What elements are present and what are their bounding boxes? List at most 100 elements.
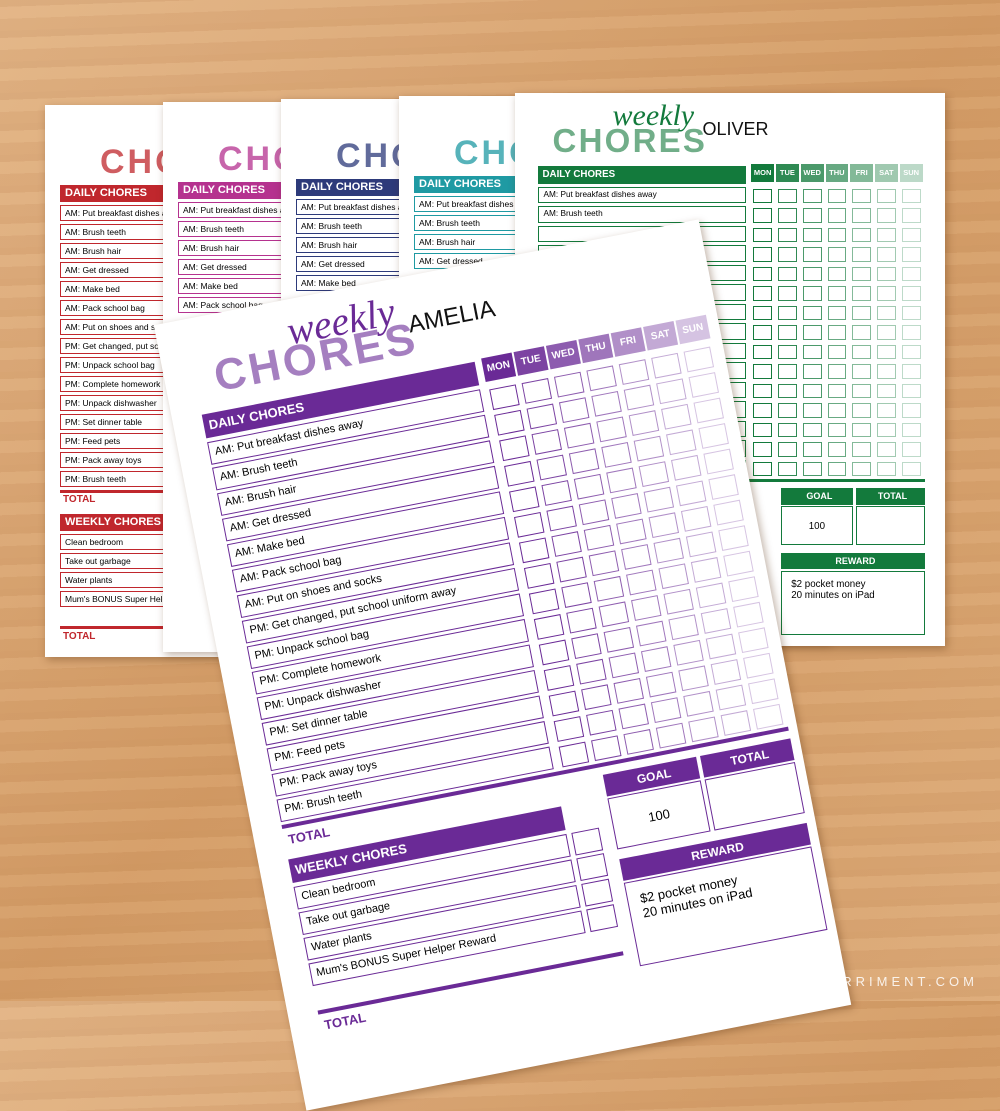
- check-box: [778, 208, 797, 223]
- total-label: TOTAL: [286, 824, 332, 847]
- check-box: [753, 266, 772, 282]
- check-box: [802, 442, 822, 457]
- check-box: [802, 208, 822, 223]
- check-box: [852, 208, 871, 223]
- check-box: [651, 352, 682, 379]
- check-box: [901, 247, 921, 262]
- check-box: [596, 416, 627, 443]
- child-name: OLIVER: [702, 119, 769, 140]
- check-box: [551, 531, 582, 557]
- check-box: [778, 383, 797, 399]
- reward-header: REWARD: [781, 552, 925, 570]
- check-box: [623, 384, 655, 411]
- check-box: [531, 429, 563, 455]
- check-box: [753, 422, 772, 438]
- check-box: [753, 703, 784, 730]
- check-box: [688, 372, 720, 398]
- check-box: [901, 344, 921, 360]
- check-box: [852, 247, 871, 262]
- check-box: [643, 486, 675, 513]
- check-box: [901, 383, 921, 399]
- check-box: [877, 325, 896, 340]
- check-box: [852, 461, 871, 477]
- total-label: TOTAL: [63, 631, 96, 642]
- check-box: [852, 266, 871, 282]
- check-box: [568, 448, 600, 475]
- check-box: [586, 904, 619, 933]
- section-header: DAILY CHORES: [537, 165, 746, 184]
- check-box: [621, 544, 652, 570]
- total-label: TOTAL: [63, 494, 96, 505]
- child-name: AMELIA: [405, 295, 498, 339]
- day-header: FRI: [850, 164, 873, 183]
- check-box: [778, 364, 797, 379]
- check-box: [640, 646, 672, 672]
- check-box: [601, 442, 632, 468]
- check-box: [705, 633, 737, 660]
- check-box: [753, 208, 772, 223]
- check-box: [623, 729, 654, 755]
- day-header: WED: [545, 339, 581, 370]
- check-box: [753, 188, 772, 204]
- check-box: [827, 227, 847, 243]
- check-box: [852, 227, 871, 243]
- check-box: [748, 678, 779, 705]
- check-box: [802, 344, 822, 360]
- check-box: [802, 383, 822, 399]
- check-box: [655, 722, 687, 749]
- check-box: [586, 709, 617, 736]
- check-box: [650, 697, 682, 723]
- check-box: [901, 188, 921, 204]
- check-box: [638, 461, 670, 487]
- check-box: [778, 344, 797, 360]
- check-box: [536, 454, 567, 481]
- day-header: SUN: [675, 314, 711, 345]
- check-box: [618, 703, 649, 730]
- check-box: [827, 305, 847, 321]
- check-box: [578, 499, 610, 526]
- day-header: SUN: [899, 164, 923, 183]
- check-box: [753, 247, 772, 262]
- check-box: [526, 403, 558, 430]
- check-box: [538, 639, 570, 666]
- check-box: [543, 665, 575, 691]
- check-box: [616, 518, 647, 545]
- check-box: [778, 305, 797, 321]
- check-box: [778, 227, 797, 243]
- check-box: [708, 474, 739, 500]
- check-box: [753, 442, 772, 457]
- check-box: [877, 286, 896, 301]
- check-box: [738, 627, 769, 654]
- check-box: [827, 403, 847, 418]
- check-box: [827, 383, 847, 399]
- check-box: [877, 305, 896, 321]
- check-box: [852, 344, 871, 360]
- check-box: [778, 266, 797, 282]
- check-box: [778, 325, 797, 340]
- check-box: [877, 344, 896, 360]
- check-box: [802, 422, 822, 438]
- check-box: [901, 403, 921, 418]
- check-box: [877, 422, 896, 438]
- check-box: [680, 505, 712, 532]
- check-box: [852, 442, 871, 457]
- check-box: [631, 595, 662, 621]
- check-box: [581, 878, 614, 907]
- check-box: [518, 537, 550, 564]
- check-box: [877, 364, 896, 379]
- check-box: [720, 710, 752, 736]
- check-box: [548, 690, 580, 717]
- check-box: [489, 384, 520, 411]
- total-header: TOTAL: [855, 488, 925, 505]
- check-box: [591, 735, 622, 762]
- chore-row: AM: Put breakfast dishes away: [537, 186, 746, 204]
- check-box: [576, 853, 609, 882]
- check-box: [827, 422, 847, 438]
- check-box: [658, 563, 689, 590]
- check-box: [802, 286, 822, 301]
- check-box: [661, 403, 692, 430]
- day-header: TUE: [776, 164, 799, 183]
- check-box: [877, 188, 896, 204]
- check-box: [877, 227, 896, 243]
- check-box: [827, 344, 847, 360]
